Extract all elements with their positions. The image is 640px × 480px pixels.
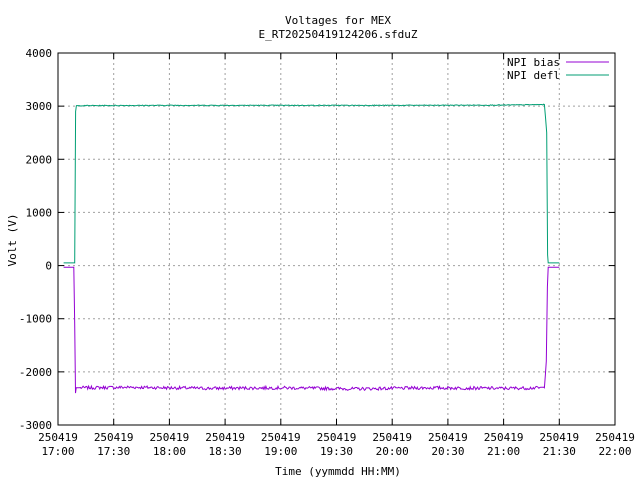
- legend-label: NPI defl: [507, 69, 560, 82]
- x-tick-date-label: 250419: [372, 431, 412, 444]
- legend-label: NPI bias: [507, 56, 560, 69]
- y-tick-label: -1000: [19, 313, 52, 326]
- x-tick-time-label: 19:00: [264, 445, 297, 458]
- x-tick-time-label: 20:00: [376, 445, 409, 458]
- y-tick-label: 0: [45, 260, 52, 273]
- chart-subtitle: E_RT20250419124206.sfduZ: [259, 28, 418, 41]
- x-tick-time-label: 19:30: [320, 445, 353, 458]
- plot-frame: [57, 52, 616, 426]
- grid-lines: [58, 53, 615, 425]
- x-tick-time-label: 18:30: [209, 445, 242, 458]
- x-tick-date-label: 250419: [38, 431, 78, 444]
- y-tick-label: 2000: [26, 153, 53, 166]
- x-tick-date-label: 250419: [484, 431, 524, 444]
- x-tick-date-label: 250419: [150, 431, 190, 444]
- series-line-npi-defl: [63, 103, 560, 264]
- y-tick-label: 1000: [26, 206, 53, 219]
- x-tick-date-label: 250419: [205, 431, 245, 444]
- y-tick-label: -3000: [19, 419, 52, 432]
- x-tick-time-label: 17:30: [97, 445, 130, 458]
- chart-title: Voltages for MEX: [285, 14, 391, 27]
- y-tick-label: 4000: [26, 47, 53, 60]
- y-axis-label: Volt (V): [6, 214, 19, 267]
- x-axis-label: Time (yymmdd HH:MM): [275, 465, 401, 478]
- series-line-npi-bias: [63, 266, 560, 394]
- y-axis-ticks: -3000 -2000 -1000 0 1000 2000 3000 4000: [19, 47, 615, 432]
- x-tick-date-label: 250419: [261, 431, 301, 444]
- series-lines: [63, 103, 560, 394]
- x-axis-ticks: 25041917:0025041917:3025041918:002504191…: [38, 53, 635, 458]
- x-tick-time-label: 21:30: [543, 445, 576, 458]
- y-tick-label: 3000: [26, 100, 53, 113]
- x-tick-date-label: 250419: [539, 431, 579, 444]
- y-tick-label: -2000: [19, 366, 52, 379]
- x-tick-time-label: 20:30: [431, 445, 464, 458]
- x-tick-time-label: 18:00: [153, 445, 186, 458]
- x-tick-time-label: 17:00: [41, 445, 74, 458]
- x-tick-date-label: 250419: [428, 431, 468, 444]
- x-tick-date-label: 250419: [317, 431, 357, 444]
- x-tick-time-label: 21:00: [487, 445, 520, 458]
- x-tick-time-label: 22:00: [598, 445, 631, 458]
- x-tick-date-label: 250419: [595, 431, 635, 444]
- x-tick-date-label: 250419: [94, 431, 134, 444]
